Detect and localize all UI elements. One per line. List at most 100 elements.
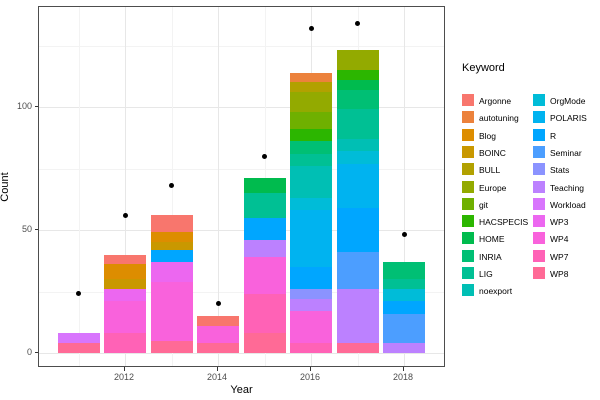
legend-label-Workload: Workload <box>550 199 586 210</box>
bar-segment-WP3 <box>104 289 146 302</box>
bar-segment-OrgMode <box>383 289 425 302</box>
bar-segment-WP4 <box>197 325 239 344</box>
legend-item-Teaching: Teaching <box>533 180 600 195</box>
legend-label-WP3: WP3 <box>550 217 569 228</box>
legend-label-Teaching: Teaching <box>550 182 585 193</box>
legend-label-Stats: Stats <box>550 165 570 176</box>
y-tick-mark <box>34 351 38 353</box>
bar-segment-OrgMode <box>290 198 332 211</box>
legend-label-BULL: BULL <box>479 165 501 176</box>
legend-swatch-R <box>533 128 545 141</box>
bar-segment-INRIA <box>290 141 332 154</box>
legend-item-WP4: WP4 <box>533 232 600 246</box>
legend-item-INRIA: INRIA <box>462 249 532 264</box>
legend-swatch-INRIA <box>462 249 474 262</box>
x-tick-label: 2018 <box>392 372 414 382</box>
bar-segment-WP8 <box>57 343 100 353</box>
bar-segment-Seminar <box>383 313 425 344</box>
legend-label-HOME: HOME <box>479 234 505 245</box>
gridline-major-x <box>125 7 126 366</box>
y-tick-mark <box>34 105 38 107</box>
bar-segment-WP4 <box>104 301 146 334</box>
bar-segment-OrgMode <box>336 151 379 164</box>
bar-segment-Seminar <box>336 252 379 290</box>
legend-item-OrgMode: OrgMode <box>533 94 600 108</box>
legend-label-HACSPECIS: HACSPECIS <box>479 217 529 228</box>
bar-segment-Blog <box>104 264 146 280</box>
x-tick-label: 2014 <box>206 372 228 382</box>
bar-segment-noexport <box>336 138 379 152</box>
data-point <box>355 20 360 26</box>
legend-swatch-Blog <box>462 128 474 141</box>
bar-segment-INRIA <box>383 261 425 280</box>
bar-segment-WP3 <box>150 261 193 282</box>
legend-item-git: git <box>462 197 532 212</box>
bar-segment-Teaching <box>383 343 425 353</box>
legend-label-autotuning: autotuning <box>479 113 519 124</box>
bar-segment-HOME <box>243 178 286 194</box>
bar-segment-Europe <box>290 92 332 112</box>
bar-segment-Teaching <box>336 289 379 344</box>
legend-label-Blog: Blog <box>479 130 497 141</box>
legend-label-WP8: WP8 <box>550 269 569 279</box>
legend-label-WP4: WP4 <box>550 234 569 245</box>
data-point <box>169 183 174 189</box>
bar-segment-Stats <box>290 289 332 299</box>
legend-item-Stats: Stats <box>533 163 600 177</box>
legend-swatch-Stats <box>533 163 545 176</box>
legend-title: Keyword <box>462 62 505 74</box>
legend-item-Seminar: Seminar <box>533 145 600 160</box>
legend-swatch-WP8 <box>533 267 545 279</box>
bar-segment-BOINC <box>150 242 193 250</box>
legend-swatch-Seminar <box>533 145 545 158</box>
data-point <box>215 301 221 307</box>
x-tick-mark <box>123 367 125 371</box>
legend-label-git: git <box>479 199 488 210</box>
y-tick-label: 100 <box>16 100 32 111</box>
y-tick-label: 0 <box>26 346 32 357</box>
bar-segment-WP8 <box>150 340 193 353</box>
legend-swatch-POLARIS <box>533 111 545 124</box>
bar-segment-WP4 <box>290 311 332 344</box>
legend-item-BOINC: BOINC <box>462 145 532 160</box>
legend-item-LIG: LIG <box>462 267 532 281</box>
bar-segment-noexport <box>290 166 332 198</box>
data-point <box>122 212 128 218</box>
bar-segment-Blog <box>150 232 193 243</box>
legend-swatch-HOME <box>462 232 474 245</box>
bar-segment-HOME <box>336 79 379 90</box>
bar-segment-LIG <box>290 153 332 167</box>
legend-swatch-Europe <box>462 180 474 193</box>
gridline-minor-y <box>39 291 444 293</box>
legend-item-Workload: Workload <box>533 197 600 212</box>
legend-label-LIG: LIG <box>479 269 493 279</box>
legend-item-WP8: WP8 <box>533 267 600 281</box>
gridline-major-y <box>39 230 444 231</box>
bar-segment-R <box>150 249 193 262</box>
gridline-major-x <box>404 7 405 366</box>
legend-item-POLARIS: POLARIS <box>533 111 600 125</box>
legend-item-autotuning: autotuning <box>462 111 532 125</box>
legend-swatch-git <box>462 197 474 210</box>
legend-label-POLARIS: POLARIS <box>550 113 587 124</box>
legend-swatch-Workload <box>533 197 545 210</box>
data-point <box>262 153 267 159</box>
gridline-major-y <box>39 107 444 108</box>
legend-swatch-OrgMode <box>533 94 545 106</box>
bar-segment-INRIA <box>336 89 379 110</box>
bar-segment-Teaching <box>290 298 332 312</box>
legend-item-R: R <box>533 128 600 143</box>
bar-segment-Argonne <box>197 316 239 326</box>
gridline-minor-x <box>78 7 80 366</box>
gridline-major-x <box>218 7 219 366</box>
x-tick-mark <box>216 367 218 371</box>
legend-swatch-BULL <box>462 163 474 176</box>
legend-item-HOME: HOME <box>462 232 532 246</box>
bar-segment-WP7 <box>243 293 286 334</box>
x-tick-mark <box>402 367 404 371</box>
legend-swatch-WP3 <box>533 215 545 228</box>
legend-swatch-autotuning <box>462 111 474 124</box>
legend-label-WP7: WP7 <box>550 251 569 262</box>
bar-segment-autotuning <box>290 72 332 83</box>
